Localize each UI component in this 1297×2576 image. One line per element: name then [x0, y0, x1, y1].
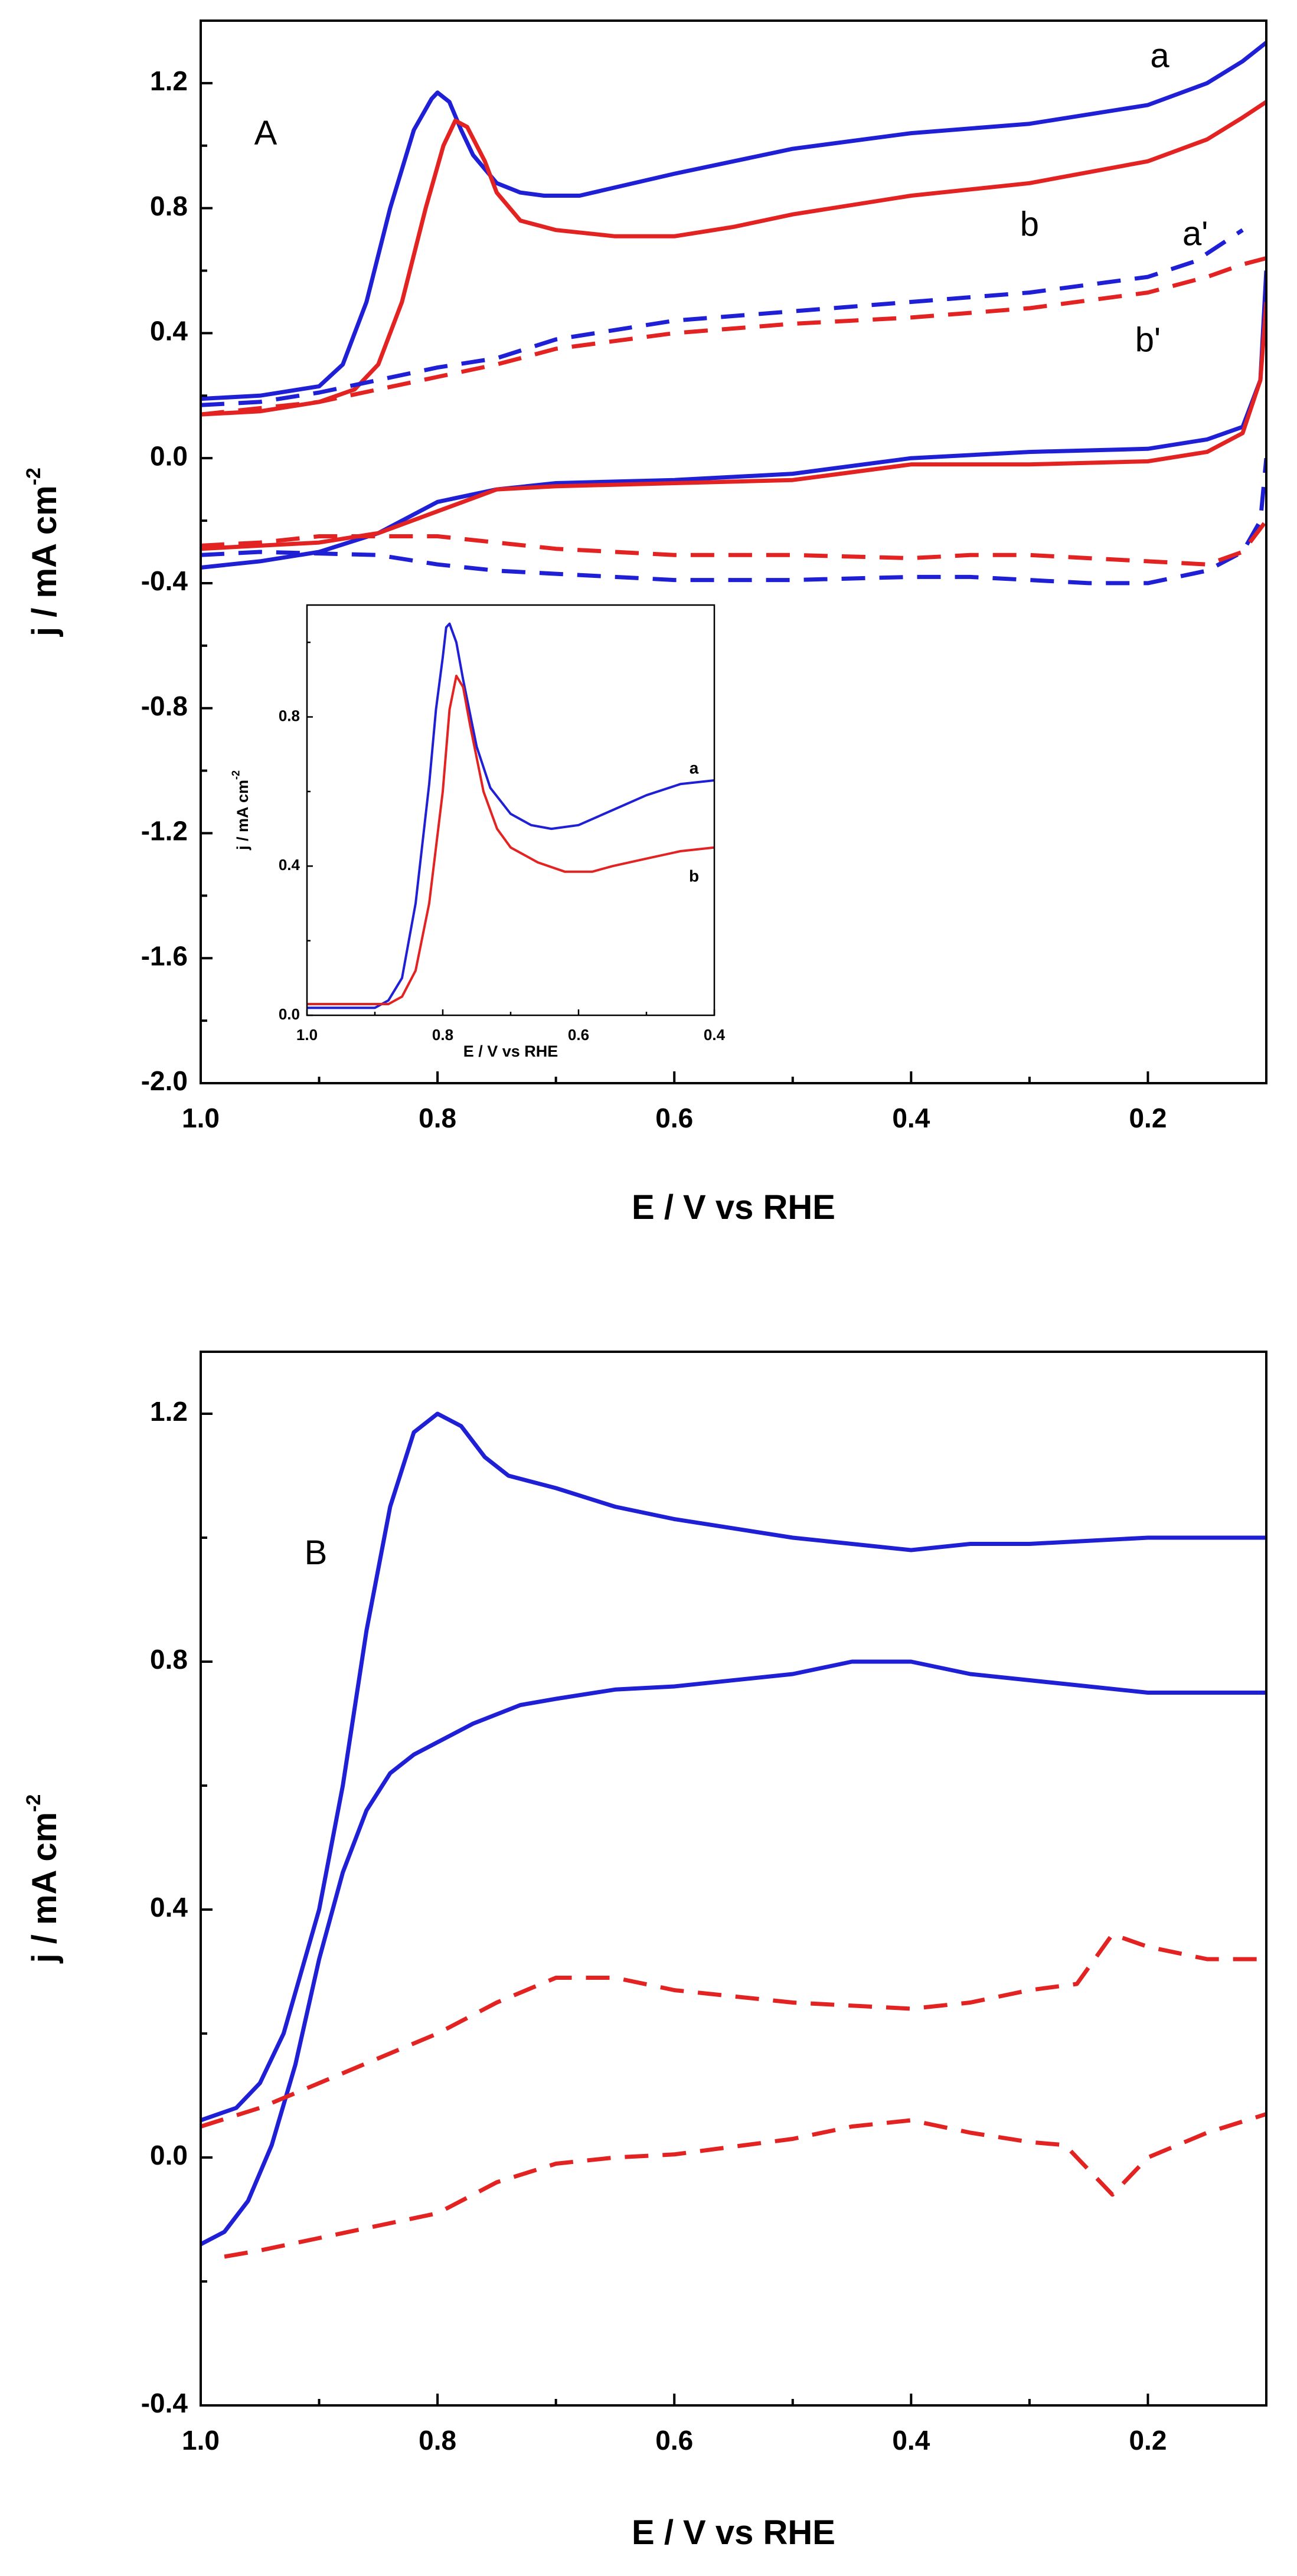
x-tick-label: 0.2 — [1129, 2425, 1167, 2456]
series-line-2-solid — [201, 100, 1266, 417]
plot-area-background — [201, 1352, 1266, 2405]
y-tick-label: 0.0 — [150, 440, 188, 471]
x-tick-label: 1.0 — [182, 1103, 220, 1133]
series-line-3-solid — [201, 302, 1266, 551]
series-line-3-dashed — [224, 2112, 1266, 2259]
y-tick-label: -0.8 — [141, 691, 188, 721]
series-line-6-dashed — [201, 256, 1266, 417]
y-tick-label: -2.0 — [141, 1065, 188, 1096]
y-tick-label: 1.2 — [150, 66, 188, 96]
plot-frame — [200, 1351, 1267, 2407]
y-axis-title: j / mA cm-2 — [22, 468, 64, 637]
curve-label: b — [689, 867, 699, 885]
y-axis-title-superscript: -2 — [22, 1794, 45, 1812]
series-group — [201, 41, 1266, 586]
plot-area-background — [307, 605, 714, 1015]
y-tick-label: -0.4 — [141, 565, 188, 596]
x-tick-label: 0.4 — [892, 1103, 930, 1133]
x-axis-title: E / V vs RHE — [463, 1042, 558, 1060]
x-tick-label: 0.4 — [704, 1026, 726, 1044]
curve-label: b' — [1135, 321, 1161, 359]
series-line-0-solid — [201, 1411, 1266, 2123]
series-line-0-solid — [307, 622, 714, 1009]
y-tick-label: 0.8 — [279, 707, 300, 724]
y-axis-title-superscript: -2 — [230, 770, 242, 780]
y-tick-label: 0.8 — [150, 1644, 188, 1675]
y-tick-label: 0.4 — [279, 856, 300, 874]
x-tick-label: 0.4 — [892, 2425, 930, 2456]
series-line-0-solid — [201, 41, 1266, 401]
x-axis-title: E / V vs RHE — [632, 1188, 835, 1227]
series-line-5-dashed — [201, 457, 1266, 586]
panel-tag-label: B — [305, 1534, 328, 1572]
panel-b-chart: 1.0 0.8 0.6 0.4 0.2 -0.4 0.0 0.4 0.8 1.2 E / V vs … — [22, 1351, 1267, 2552]
x-tick-label: 1.0 — [296, 1026, 318, 1044]
y-tick-label: -1.2 — [141, 816, 188, 846]
y-tick-label: 0.4 — [150, 316, 188, 346]
series-group — [307, 622, 714, 1009]
x-tick-label: 0.6 — [655, 1103, 693, 1133]
curve-label: a — [1150, 37, 1169, 75]
y-axis-title: j / mA cm-2 — [22, 1794, 64, 1964]
y-tick-label: -0.4 — [141, 2388, 188, 2418]
panel-a-inset-chart: 1.0 0.8 0.6 0.4 0.0 0.4 0.8 E / V vs RHE j / mA … — [230, 604, 726, 1060]
x-tick-label: 1.0 — [182, 2425, 220, 2456]
y-tick-label: 0.8 — [150, 191, 188, 221]
x-tick-label: 0.8 — [419, 2425, 456, 2456]
x-tick-label: 0.8 — [432, 1026, 453, 1044]
x-tick-label: 0.6 — [568, 1026, 589, 1044]
y-tick-label: 0.0 — [279, 1005, 300, 1023]
y-axis-title: j / mA cm-2 — [230, 770, 251, 851]
series-line-1-solid — [307, 675, 714, 1005]
series-group — [201, 1411, 1266, 2259]
curve-label: b — [1020, 205, 1039, 244]
series-line-1-solid — [201, 270, 1266, 570]
y-tick-label: -1.6 — [141, 940, 188, 971]
y-tick-label: 1.2 — [150, 1396, 188, 1427]
x-tick-label: 0.8 — [419, 1103, 456, 1133]
curve-label: a' — [1182, 215, 1208, 253]
plot-frame — [200, 19, 1267, 1084]
x-tick-label: 0.2 — [1129, 1103, 1167, 1133]
y-tick-label: 0.0 — [150, 2140, 188, 2170]
panel-tag-label: A — [254, 114, 277, 152]
x-tick-label: 0.6 — [655, 2425, 693, 2456]
series-line-7-dashed — [201, 519, 1266, 567]
y-axis-title-superscript: -2 — [22, 468, 45, 485]
x-axis-title: E / V vs RHE — [632, 2513, 835, 2552]
series-line-1-solid — [201, 1659, 1266, 2247]
y-tick-label: 0.4 — [150, 1892, 188, 1923]
series-line-4-dashed — [201, 228, 1244, 407]
curve-label: a — [690, 759, 699, 777]
